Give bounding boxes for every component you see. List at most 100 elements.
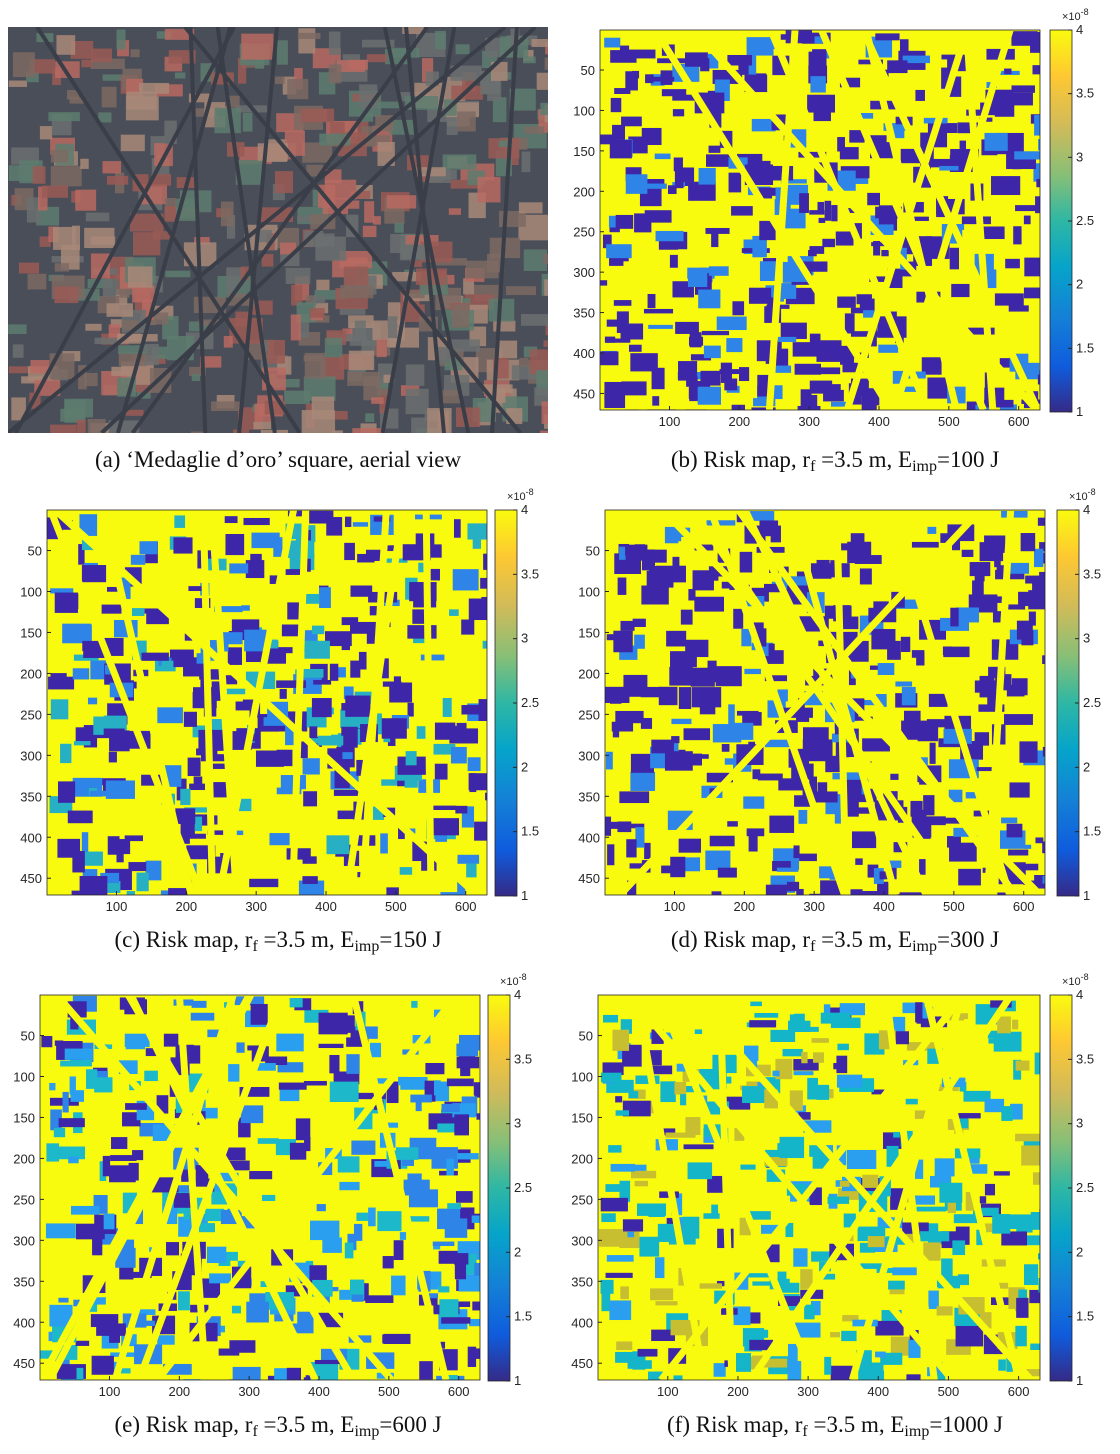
map-blob	[641, 585, 668, 604]
map-blob	[310, 1221, 339, 1240]
map-blob	[175, 808, 195, 824]
aerial-block	[286, 268, 311, 284]
map-blob	[750, 1002, 762, 1007]
map-texture	[8, 27, 572, 454]
y-tick-label: 400	[571, 1315, 593, 1330]
aerial-block	[224, 336, 233, 348]
map-blob	[1013, 226, 1021, 244]
map-blob	[740, 1165, 755, 1170]
map-blob	[818, 367, 840, 374]
map-blob	[873, 241, 880, 256]
map-blob	[65, 1049, 93, 1060]
map-blob	[455, 1262, 466, 1279]
caption-text: =300 J	[937, 927, 999, 952]
map-blob	[786, 30, 812, 43]
aerial-block	[406, 389, 429, 414]
map-blob	[209, 1273, 231, 1283]
map-blob	[700, 1283, 722, 1288]
map-blob	[744, 669, 761, 674]
map-blob	[412, 609, 425, 623]
caption-text: =3.5 m, E	[808, 1412, 905, 1437]
map-blob	[304, 1081, 327, 1086]
map-blob	[457, 855, 479, 864]
map-blob	[457, 1153, 479, 1159]
map-blob	[731, 206, 753, 216]
map-blob	[341, 895, 366, 912]
map-blob	[828, 1197, 850, 1204]
map-blob	[383, 1256, 394, 1268]
map-blob	[807, 95, 835, 113]
map-blob	[425, 1063, 444, 1074]
map-blob	[634, 213, 651, 232]
map-blob	[681, 610, 693, 625]
map-blob	[317, 1204, 326, 1211]
aerial-block	[298, 33, 321, 39]
map-blob	[793, 1248, 807, 1266]
map-blob	[192, 1001, 207, 1008]
map-blob	[960, 141, 966, 158]
map-blob	[649, 550, 667, 563]
x-tick-label: 300	[798, 414, 820, 429]
map-blob	[868, 1236, 885, 1247]
map-blob	[346, 1054, 359, 1074]
map-blob	[166, 1242, 179, 1255]
map-blob	[900, 39, 909, 53]
map-blob	[912, 542, 939, 548]
aerial-block	[50, 425, 77, 435]
map-blob	[600, 280, 607, 285]
map-blob	[83, 869, 98, 876]
map-blob	[629, 345, 642, 352]
map-blob	[454, 1114, 469, 1135]
map-blob	[1004, 69, 1011, 75]
aerial-block	[33, 166, 46, 184]
map-blob	[606, 1273, 633, 1278]
map-blob	[740, 552, 753, 573]
aerial-block	[8, 324, 26, 334]
map-blob	[855, 858, 862, 865]
map-blob	[109, 752, 117, 763]
y-tick-label: 150	[578, 625, 600, 640]
map-blob	[46, 1143, 59, 1161]
map-blob	[950, 608, 958, 627]
map-blob	[447, 1203, 461, 1209]
map-blob	[915, 1002, 922, 1022]
map-blob	[443, 893, 454, 911]
y-tick-label: 450	[13, 1356, 35, 1371]
map-blob	[711, 233, 718, 247]
map-blob	[1034, 549, 1043, 567]
map-blob	[675, 170, 684, 188]
map-blob	[244, 518, 270, 525]
map-blob	[189, 784, 205, 790]
aerial-block	[298, 28, 315, 53]
map-blob	[1012, 678, 1028, 695]
map-blob	[788, 1361, 802, 1380]
caption-text: (d) Risk map, r	[671, 927, 811, 952]
map-blob	[642, 128, 662, 145]
caption-text: =600 J	[379, 1412, 441, 1437]
map-blob	[608, 1145, 621, 1153]
map-blob	[76, 1341, 90, 1346]
map-blob	[338, 1156, 360, 1172]
map-blob	[713, 724, 741, 742]
map-blob	[887, 641, 901, 660]
map-blob	[601, 1198, 628, 1212]
map-blob	[628, 1360, 652, 1369]
colorbar-exponent: ×10-8	[1062, 972, 1089, 988]
map-blob	[862, 393, 877, 413]
map-texture	[47, 510, 512, 912]
map-blob	[249, 1171, 272, 1179]
aerial-block	[277, 40, 288, 64]
map-blob	[732, 301, 744, 315]
map-blob	[890, 774, 898, 780]
x-tick-label: 600	[1013, 899, 1035, 914]
aerial-block	[9, 81, 27, 87]
map-blob	[998, 1359, 1006, 1370]
y-tick-label: 300	[20, 748, 42, 763]
map-blob	[604, 38, 620, 48]
map-blob	[449, 728, 478, 743]
x-tick-label: 600	[1008, 1384, 1030, 1399]
aerial-block	[84, 373, 98, 386]
map-blob	[862, 1175, 878, 1188]
map-blob	[714, 1363, 726, 1377]
caption: (d) Risk map, rf =3.5 m, Eimp=300 J	[671, 927, 999, 955]
